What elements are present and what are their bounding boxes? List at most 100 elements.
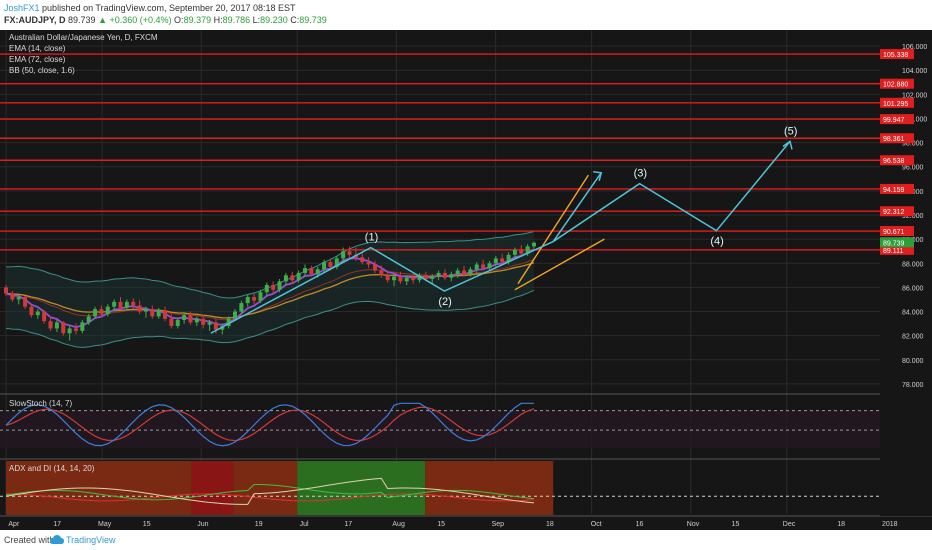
candle-body bbox=[48, 321, 53, 329]
candle-body bbox=[423, 275, 428, 279]
publish-text: published on TradingView.com, September … bbox=[42, 3, 296, 13]
candle-body bbox=[474, 264, 479, 270]
created-with-text: Created with bbox=[4, 535, 55, 545]
candle-body bbox=[182, 315, 187, 320]
level-tag-label: 99.947 bbox=[883, 117, 905, 124]
price-tick-label: 78.000 bbox=[902, 382, 924, 389]
price-tick-label: 96.000 bbox=[902, 165, 924, 172]
level-tag-label: 94.159 bbox=[883, 187, 905, 194]
candle-body bbox=[124, 301, 129, 308]
level-tag bbox=[880, 49, 914, 60]
price-tick-label: 100.000 bbox=[902, 116, 927, 123]
level-tag bbox=[880, 97, 914, 108]
candle-body bbox=[226, 318, 231, 327]
channel-line bbox=[514, 238, 605, 291]
candle-body bbox=[309, 268, 314, 275]
candle-body bbox=[4, 287, 8, 294]
wave-label: (1) bbox=[365, 232, 378, 244]
time-tick-label: 15 bbox=[437, 521, 445, 528]
close-label: C: bbox=[290, 15, 300, 25]
level-tag bbox=[880, 133, 914, 144]
candle-body bbox=[341, 251, 346, 259]
wave-arrow bbox=[552, 172, 602, 242]
time-tick-label: 15 bbox=[143, 521, 151, 528]
candle-body bbox=[169, 318, 174, 327]
candle-body bbox=[417, 275, 422, 281]
author-link[interactable]: JoshFX1 bbox=[4, 3, 40, 13]
time-tick-label: Sep bbox=[492, 521, 505, 528]
last-price-tag bbox=[880, 237, 914, 248]
low-value: 89.230 bbox=[260, 15, 288, 25]
time-tick-label: Apr bbox=[8, 521, 20, 528]
candle-body bbox=[283, 275, 288, 282]
candle-body bbox=[264, 284, 269, 293]
price-axis: 78.00080.00082.00084.00086.00088.00090.0… bbox=[880, 30, 932, 516]
price-tick-label: 104.000 bbox=[902, 68, 927, 75]
time-tick-label: 15 bbox=[732, 521, 740, 528]
price-tick-label: 88.000 bbox=[902, 261, 924, 268]
candle-body bbox=[252, 297, 257, 301]
candle-body bbox=[398, 276, 403, 282]
candle-body bbox=[487, 263, 492, 269]
candle-body bbox=[328, 262, 333, 267]
level-tag-label: 89.111 bbox=[883, 248, 903, 255]
tradingview-link[interactable]: TradingView bbox=[66, 535, 116, 545]
candle-body bbox=[86, 316, 91, 323]
level-tag bbox=[880, 155, 914, 166]
candle-body bbox=[271, 284, 276, 290]
adx-title: ADX and DI (14, 14, 20) bbox=[9, 464, 95, 473]
slow-stoch-pane: SlowStoch (14, 7)80.000040.00000.0000 bbox=[0, 399, 927, 455]
adx-pane: ADX and DI (14, 14, 20)40.00000.0000 bbox=[0, 461, 927, 515]
candle-body bbox=[143, 309, 148, 312]
candle-body bbox=[10, 293, 15, 300]
level-tag-label: 98.361 bbox=[883, 136, 905, 143]
chart-canvas[interactable]: (1) (2) (3) (4) (5) SlowStoch (14, 7)80.0000… bbox=[0, 30, 932, 530]
candle-body bbox=[93, 309, 98, 317]
candle-body bbox=[296, 272, 301, 281]
adx-zone bbox=[191, 461, 234, 515]
candle-body bbox=[194, 318, 199, 323]
candle-body bbox=[315, 269, 320, 275]
candle-body bbox=[500, 258, 505, 263]
symbol-label: FX:AUDJPY, D bbox=[4, 15, 66, 25]
time-tick-label: 18 bbox=[546, 521, 554, 528]
level-tag bbox=[880, 114, 914, 125]
open-value: 89.379 bbox=[183, 15, 212, 25]
candle-body bbox=[23, 297, 28, 307]
candle-body bbox=[462, 270, 467, 275]
price-tick-label: 80.000 bbox=[902, 358, 924, 365]
candle-body bbox=[481, 264, 486, 269]
horizontal-levels bbox=[0, 53, 880, 251]
time-axis: Apr 17 May 15 Jun 19 Jul 17 Aug 15 Sep 18 Oct 16 Nov 15… bbox=[8, 521, 897, 528]
candle-body bbox=[392, 276, 397, 281]
candle-body bbox=[449, 274, 454, 278]
stoch-title: SlowStoch (14, 7) bbox=[9, 399, 72, 408]
price-tick-label: 102.000 bbox=[902, 92, 927, 99]
bb-fill bbox=[6, 231, 534, 348]
candle-body bbox=[42, 311, 47, 322]
candle-body bbox=[404, 277, 409, 282]
candle-body bbox=[322, 262, 327, 270]
level-tag bbox=[880, 206, 914, 217]
candle-body bbox=[277, 281, 282, 290]
candle-body bbox=[455, 270, 460, 275]
candle-body bbox=[372, 264, 377, 271]
candle-body bbox=[29, 306, 34, 316]
candle-body bbox=[137, 305, 142, 312]
time-tick-label: 16 bbox=[636, 521, 644, 528]
candle-body bbox=[532, 242, 536, 247]
candle-body bbox=[16, 297, 21, 300]
time-tick-label: 19 bbox=[255, 521, 263, 528]
time-tick-label: 17 bbox=[344, 521, 352, 528]
candle-body bbox=[258, 292, 263, 301]
stoch-band bbox=[0, 410, 880, 449]
axis-background bbox=[880, 30, 932, 516]
quote-line: FX:AUDJPY, D 89.739 ▲ +0.360 (+0.4%) O:8… bbox=[4, 15, 327, 25]
candle-body bbox=[239, 303, 244, 312]
candle-body bbox=[188, 315, 193, 323]
candle-body bbox=[519, 249, 524, 254]
candle-body bbox=[290, 275, 295, 281]
candle-body bbox=[105, 306, 110, 314]
level-tag-label: 102.880 bbox=[883, 82, 908, 89]
elliott-wave-path: (1) (2) (3) (4) (5) bbox=[210, 125, 797, 334]
